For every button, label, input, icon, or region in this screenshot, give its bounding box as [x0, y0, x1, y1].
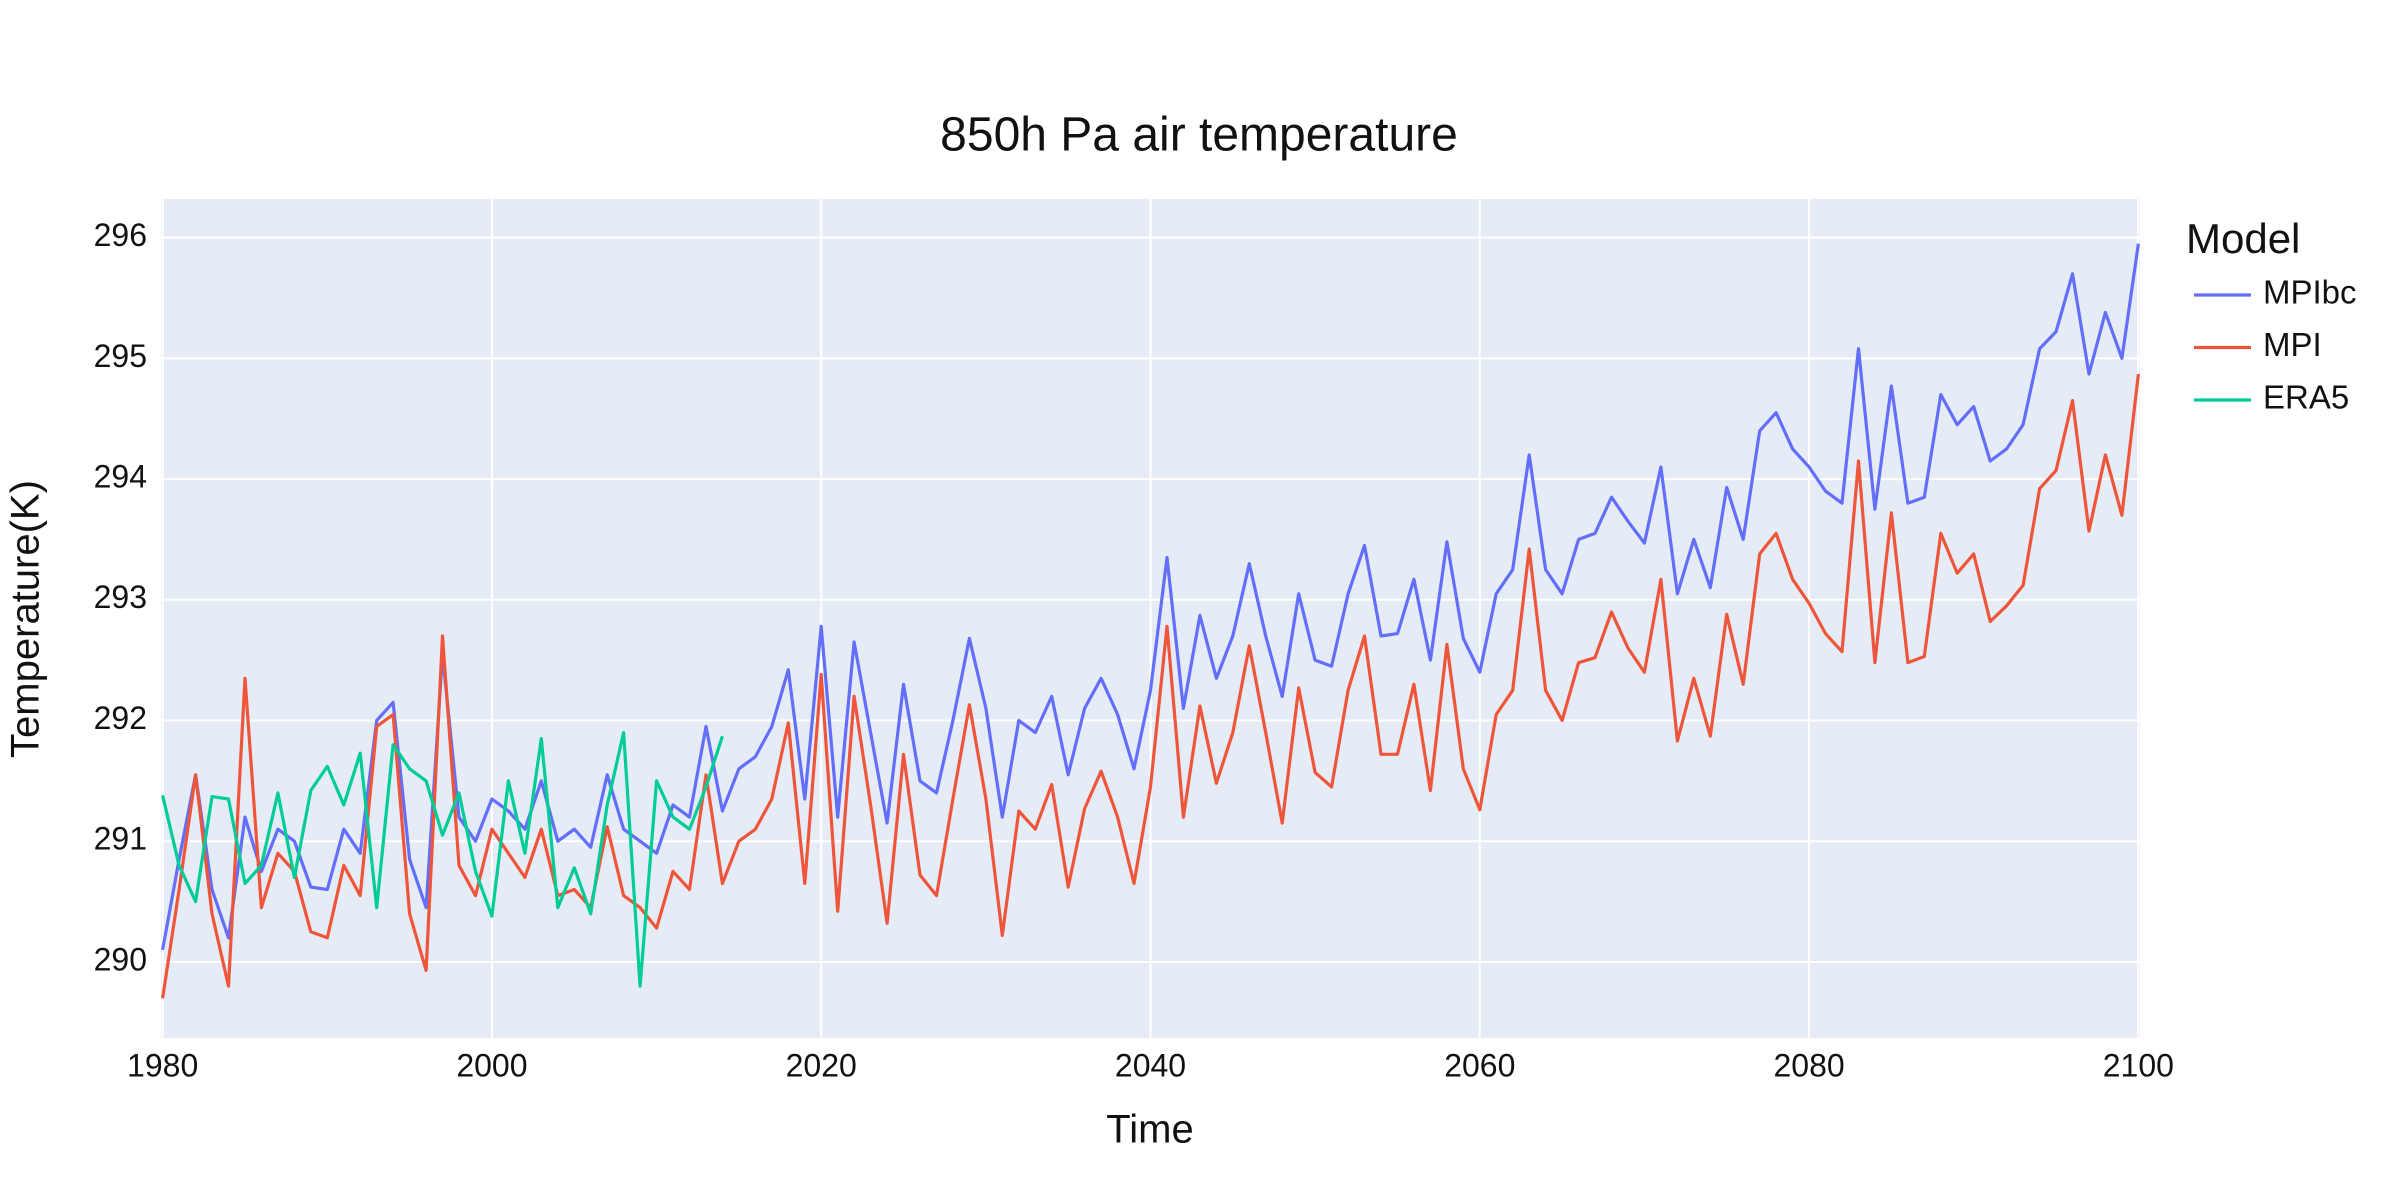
x-tick-label: 2100: [2103, 1047, 2174, 1083]
y-tick-label: 293: [94, 579, 147, 615]
x-tick-label: 2040: [1115, 1047, 1186, 1083]
legend-label: ERA5: [2263, 379, 2349, 416]
x-tick-label: 2080: [1773, 1047, 1844, 1083]
x-tick-label: 1980: [127, 1047, 198, 1083]
x-tick-label: 2060: [1444, 1047, 1515, 1083]
y-tick-label: 295: [94, 338, 147, 374]
series-line: [161, 243, 2140, 951]
series-line: [161, 373, 2140, 999]
x-tick-label: 2000: [456, 1047, 527, 1083]
legend-label: MPI: [2263, 326, 2322, 363]
y-tick-label: 290: [94, 941, 147, 977]
x-tick-label: 2020: [786, 1047, 857, 1083]
y-tick-label: 291: [94, 821, 147, 857]
y-axis-title: Temperature(K): [4, 480, 48, 758]
y-tick-label: 292: [94, 700, 147, 736]
legend-title: Model: [2186, 215, 2300, 262]
x-axis-title: Time: [1106, 1108, 1193, 1152]
y-tick-label: 296: [94, 217, 147, 253]
y-tick-label: 294: [94, 459, 147, 495]
legend-label: MPIbc: [2263, 274, 2357, 311]
chart-title: 850h Pa air temperature: [940, 109, 1458, 162]
series-line: [161, 731, 724, 988]
